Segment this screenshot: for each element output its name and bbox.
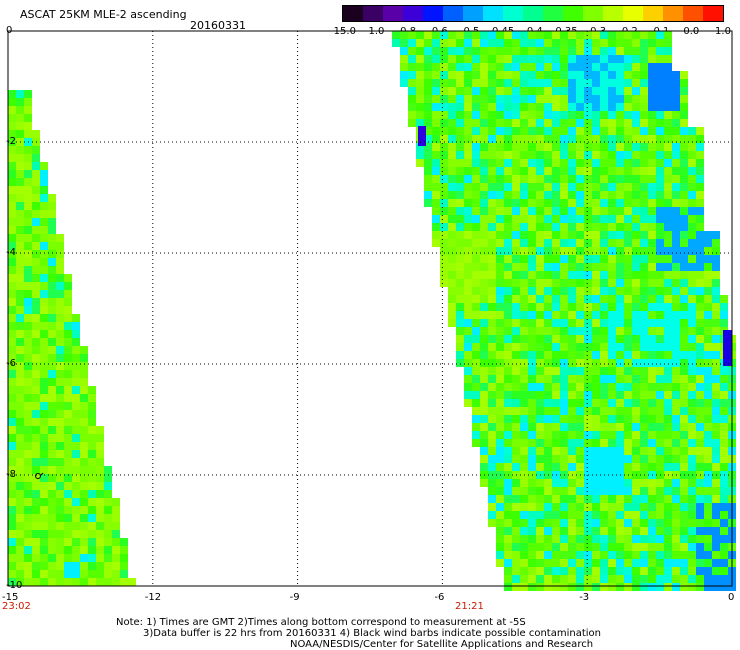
color-scale-bar (342, 5, 724, 22)
color-scale-segment (383, 6, 403, 21)
color-scale-segment (683, 6, 703, 21)
map-date: 20160331 (190, 19, 246, 32)
note-line-1: Note: 1) Times are GMT 2)Times along bot… (116, 617, 526, 628)
x-tick-label: -15 (2, 592, 19, 603)
pass-time-label: 21:21 (455, 601, 484, 612)
x-tick-label: -3 (579, 592, 590, 603)
y-tick-label: -10 (6, 580, 23, 591)
low-value-patch (418, 126, 426, 146)
color-scale-segment (363, 6, 383, 21)
y-tick-label: 0 (6, 25, 13, 36)
x-tick-label: 0 (728, 592, 735, 603)
y-tick-label: -6 (6, 358, 16, 369)
color-scale-segment (423, 6, 443, 21)
color-scale-segment (703, 6, 723, 21)
map-frame (7, 30, 733, 587)
x-tick-label: -9 (289, 592, 300, 603)
note-line-2: 3)Data buffer is 22 hrs from 20160331 4)… (143, 628, 601, 639)
color-scale-segment (463, 6, 483, 21)
color-scale-segment (583, 6, 603, 21)
color-scale-segment (623, 6, 643, 21)
note-line-3: NOAA/NESDIS/Center for Satellite Applica… (290, 639, 594, 650)
y-tick-label: -8 (6, 469, 16, 480)
color-scale-segment (403, 6, 423, 21)
color-scale-segment (543, 6, 563, 21)
color-scale-segment (643, 6, 663, 21)
map-title: ASCAT 25KM MLE-2 ascending (20, 8, 187, 21)
x-tick-label: -6 (434, 592, 445, 603)
y-tick-label: -4 (6, 247, 16, 258)
color-scale-segment (343, 6, 363, 21)
y-tick-label: -2 (6, 136, 16, 147)
wind-barb-mark (35, 472, 44, 479)
color-scale-segment (663, 6, 683, 21)
x-tick-label: -12 (144, 592, 162, 603)
satellite-swaths (8, 31, 736, 591)
color-scale-segment (563, 6, 583, 21)
pass-time-label: 23:02 (2, 601, 31, 612)
color-scale-segment (443, 6, 463, 21)
color-scale-segment (483, 6, 503, 21)
color-scale-segment (603, 6, 623, 21)
low-value-patch (723, 330, 732, 366)
color-scale-segment (523, 6, 543, 21)
color-scale-segment (503, 6, 523, 21)
